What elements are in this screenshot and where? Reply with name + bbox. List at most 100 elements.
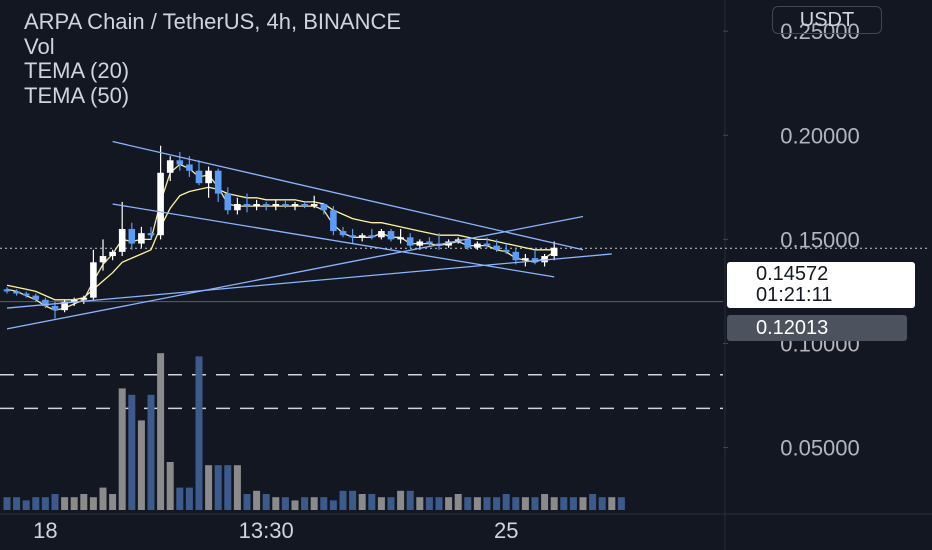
volume-bar: [464, 497, 472, 510]
volume-bar: [521, 497, 529, 510]
volume-indicator-label[interactable]: Vol: [24, 33, 55, 59]
candle-body: [349, 235, 356, 238]
candle-body: [282, 204, 289, 207]
candle-body: [80, 297, 88, 300]
volume-bar: [425, 497, 433, 510]
trendline: [6, 253, 612, 309]
chart-legend: ARPA Chain / TetherUS, 4h, BINANCE Vol T…: [24, 9, 402, 108]
candle-body: [243, 204, 251, 207]
candle-body: [310, 204, 318, 207]
candle-body: [118, 228, 126, 252]
volume-bar: [51, 494, 59, 510]
candle-body: [320, 204, 328, 211]
volume-bar: [608, 497, 616, 510]
previous-close-tag: 0.12013: [727, 315, 907, 341]
candle-body: [502, 249, 510, 252]
candle-body: [550, 247, 558, 257]
symbol-title[interactable]: ARPA Chain / TetherUS, 4h, BINANCE: [24, 9, 402, 34]
candle-body: [406, 237, 414, 246]
x-tick-label: 13:30: [239, 518, 294, 543]
candle-body: [3, 289, 11, 292]
candle-body: [339, 231, 347, 236]
volume-bar: [195, 356, 203, 510]
volume-bar: [406, 490, 414, 510]
volume-bar: [320, 497, 328, 510]
candle-body: [445, 241, 452, 246]
currency-button[interactable]: USDT: [772, 6, 882, 34]
candle-body: [22, 293, 30, 296]
current-price: 0.14572: [756, 263, 829, 285]
volume-bar: [22, 500, 30, 510]
candle-body: [42, 299, 49, 306]
volume-bar: [89, 497, 97, 510]
candle-body: [32, 295, 40, 300]
candle-body: [522, 258, 529, 261]
volume-bar: [589, 494, 597, 510]
candle-body: [13, 291, 20, 294]
x-tick-label: 25: [494, 518, 518, 543]
candle-body: [90, 262, 97, 298]
volume-bar: [368, 494, 376, 510]
volume-bar: [118, 388, 126, 510]
candle-body: [253, 204, 260, 207]
candle-body: [51, 306, 59, 311]
volume-bar: [224, 465, 232, 510]
tema50-indicator-label[interactable]: TEMA (50): [24, 82, 130, 108]
candle-body: [195, 170, 203, 184]
volume-bar: [80, 494, 88, 510]
volume-bar: [214, 465, 222, 510]
volume-bar: [473, 497, 481, 510]
candle-body: [483, 243, 491, 246]
candle-body: [493, 245, 500, 250]
bar-countdown: 01:21:11: [756, 284, 833, 306]
candle-body: [157, 172, 164, 236]
candle-body: [70, 299, 78, 302]
candle-body: [541, 256, 548, 263]
candle-body: [138, 233, 145, 244]
candle-body: [272, 204, 280, 207]
volume-bar: [550, 497, 558, 510]
trendline: [6, 215, 584, 330]
candle-body: [147, 233, 155, 236]
y-tick-label: 0.25000: [780, 19, 860, 44]
candle-body: [176, 160, 184, 165]
candle-body: [464, 239, 472, 248]
candle-body: [387, 231, 395, 240]
volume-bar: [291, 500, 299, 510]
volume-bar: [531, 497, 539, 510]
candle-body: [512, 251, 520, 261]
candle-body: [262, 204, 270, 207]
trendline: [112, 203, 555, 278]
volume-bar: [262, 494, 270, 510]
volume-bar: [617, 497, 625, 510]
volume-bar: [41, 497, 49, 510]
trendline: [112, 140, 584, 251]
volume-bar: [397, 490, 405, 510]
candle-body: [214, 170, 222, 194]
volume-bar: [416, 497, 424, 510]
candle-body: [99, 256, 107, 263]
tema20-line: [6, 163, 555, 311]
volume-bar: [128, 394, 136, 510]
candle-body: [186, 164, 193, 171]
volume-bar: [502, 494, 510, 510]
candle-body: [61, 301, 68, 311]
volume-bar: [483, 497, 491, 510]
candle-body: [358, 235, 366, 238]
volume-bar: [137, 420, 145, 510]
volume-bar: [560, 497, 568, 510]
volume-bar: [387, 497, 395, 510]
volume-bar: [176, 487, 184, 510]
candle-body: [301, 204, 308, 207]
tema50-line: [6, 186, 555, 301]
volume-bar: [205, 465, 213, 510]
candle-body: [205, 170, 212, 184]
volume-bar: [70, 497, 78, 510]
candle-body: [128, 228, 136, 244]
volume-bar: [157, 353, 165, 510]
tema20-indicator-label[interactable]: TEMA (20): [24, 58, 130, 83]
y-tick-label: 0.20000: [780, 123, 860, 148]
x-tick-label: 18: [33, 518, 57, 543]
y-tick-label: 0.05000: [780, 436, 860, 461]
